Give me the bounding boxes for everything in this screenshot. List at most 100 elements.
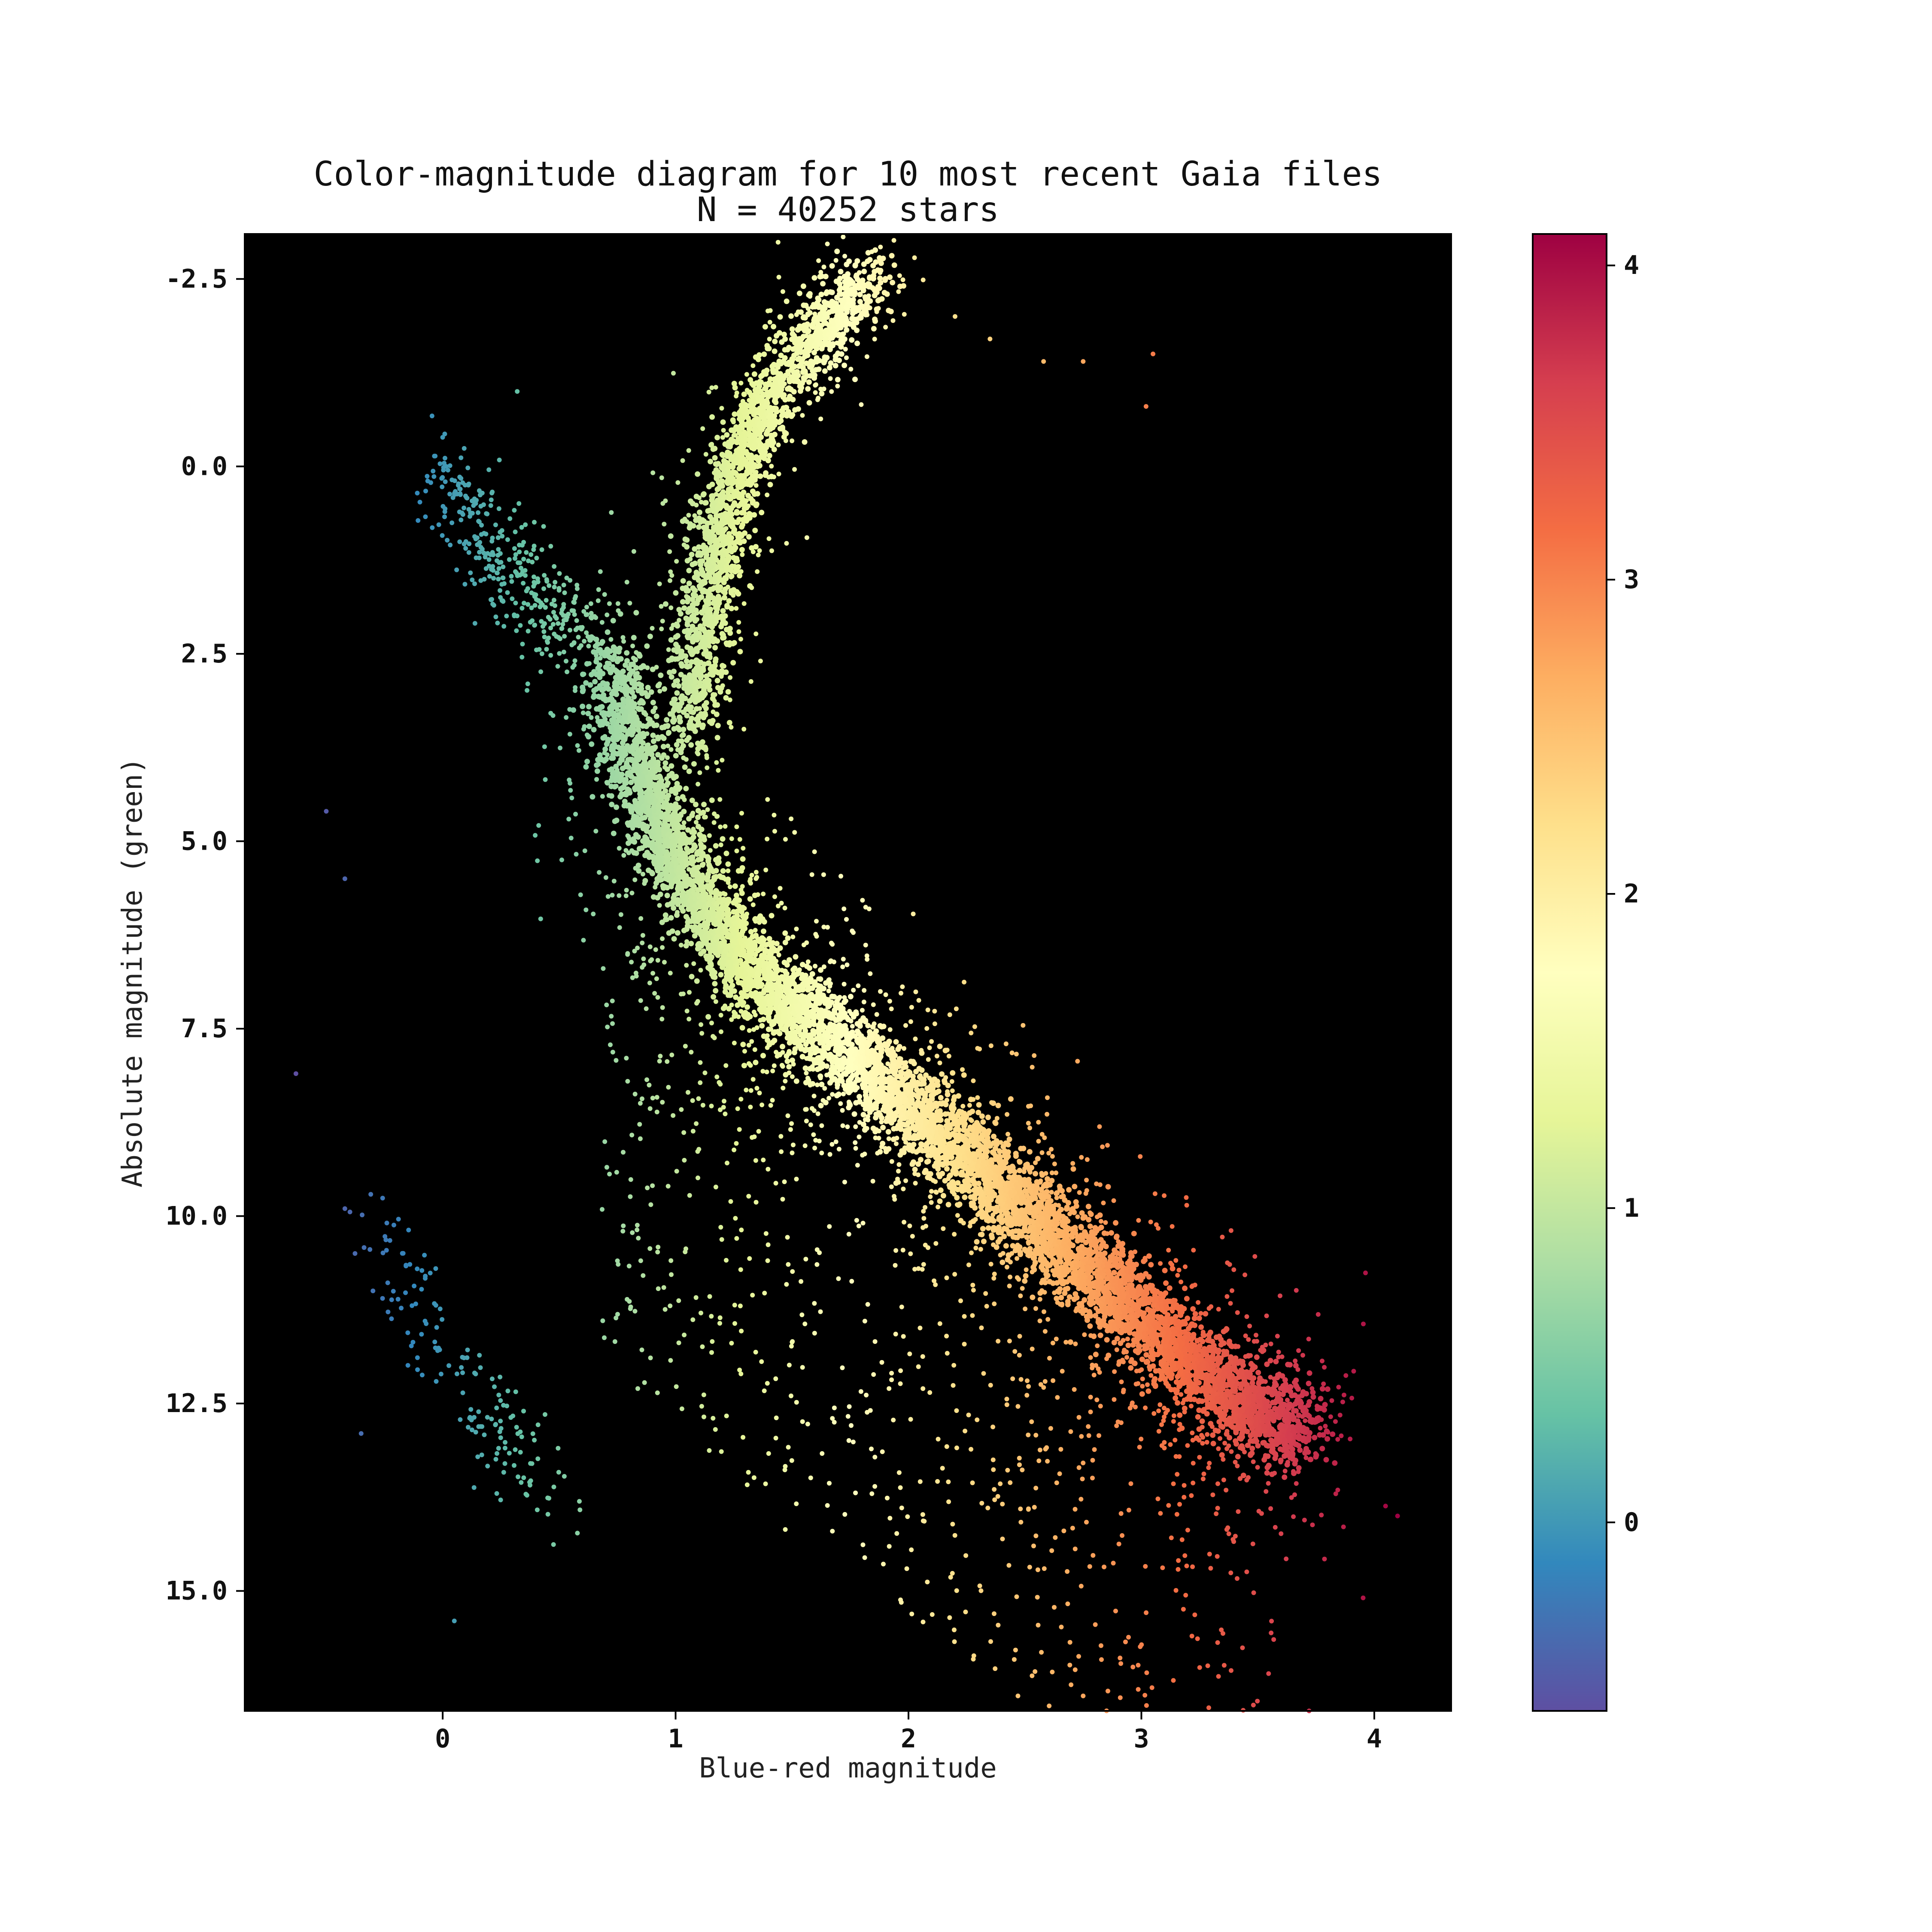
star-point bbox=[1104, 1276, 1110, 1282]
star-point bbox=[1139, 1356, 1145, 1362]
star-point bbox=[1306, 1380, 1312, 1386]
star-point bbox=[668, 802, 674, 808]
star-point bbox=[919, 1067, 925, 1073]
star-point bbox=[759, 1023, 765, 1029]
star-point bbox=[589, 794, 595, 800]
star-point bbox=[782, 930, 788, 936]
star-point bbox=[1064, 1204, 1070, 1210]
star-point bbox=[664, 893, 670, 899]
star-point bbox=[1092, 1313, 1098, 1319]
chart-title: Color-magnitude diagram for 10 most rece… bbox=[314, 155, 1382, 194]
star-point bbox=[584, 759, 590, 765]
star-point bbox=[1216, 1347, 1222, 1353]
star-point bbox=[1163, 1280, 1169, 1286]
star-point bbox=[592, 679, 598, 685]
star-point bbox=[1102, 1313, 1108, 1319]
star-point bbox=[1134, 1275, 1139, 1281]
star-point bbox=[818, 1103, 824, 1109]
star-point bbox=[612, 818, 618, 824]
star-point bbox=[923, 1072, 929, 1078]
star-point bbox=[1282, 1377, 1288, 1383]
star-point bbox=[910, 1073, 916, 1079]
star-point bbox=[1177, 1412, 1183, 1418]
star-point bbox=[691, 884, 697, 890]
star-point bbox=[639, 748, 645, 754]
star-point bbox=[880, 1124, 886, 1130]
star-point bbox=[701, 948, 707, 954]
star-point bbox=[945, 1160, 951, 1166]
star-point bbox=[885, 1129, 891, 1135]
star-point bbox=[665, 853, 671, 859]
star-point bbox=[1290, 1452, 1295, 1458]
star-point bbox=[583, 764, 589, 770]
star-point bbox=[629, 809, 635, 815]
star-point bbox=[973, 1186, 979, 1192]
star-point bbox=[733, 893, 739, 899]
star-point bbox=[955, 1180, 961, 1186]
star-point bbox=[633, 850, 639, 856]
star-point bbox=[585, 711, 591, 717]
star-point bbox=[1319, 1386, 1325, 1392]
star-point bbox=[786, 957, 792, 963]
star-point bbox=[1006, 1136, 1012, 1142]
star-point bbox=[1001, 1233, 1007, 1239]
star-point bbox=[938, 1187, 944, 1193]
star-point bbox=[1027, 1149, 1033, 1155]
star-point bbox=[1105, 1270, 1111, 1276]
star-point bbox=[1101, 1321, 1107, 1327]
star-point bbox=[1199, 1418, 1205, 1424]
star-point bbox=[740, 856, 746, 862]
star-point bbox=[1076, 1285, 1082, 1291]
star-point bbox=[1033, 1171, 1039, 1177]
star-point bbox=[674, 781, 680, 787]
star-point bbox=[991, 1133, 997, 1139]
star-point bbox=[1210, 1432, 1216, 1438]
star-point bbox=[786, 1064, 792, 1070]
star-point bbox=[950, 1070, 956, 1076]
star-point bbox=[1163, 1380, 1169, 1386]
star-point bbox=[650, 699, 656, 705]
star-point bbox=[1111, 1270, 1117, 1276]
star-point bbox=[824, 1063, 830, 1069]
star-point bbox=[940, 1193, 946, 1199]
star-point bbox=[1254, 1354, 1260, 1360]
star-point bbox=[1324, 1436, 1331, 1442]
star-point bbox=[1125, 1343, 1131, 1349]
star-point bbox=[1248, 1452, 1254, 1457]
star-point bbox=[1255, 1370, 1261, 1376]
star-point bbox=[1146, 1253, 1152, 1259]
star-point bbox=[1143, 1352, 1149, 1358]
star-point bbox=[916, 1131, 922, 1137]
star-point bbox=[1324, 1386, 1331, 1392]
star-point bbox=[1306, 1434, 1312, 1440]
star-point bbox=[1264, 1470, 1270, 1476]
star-point bbox=[1216, 1334, 1222, 1340]
star-point bbox=[1073, 1199, 1079, 1205]
star-point bbox=[671, 936, 677, 942]
star-point bbox=[1296, 1443, 1302, 1449]
star-point bbox=[1303, 1446, 1309, 1452]
star-point bbox=[1022, 1246, 1028, 1252]
star-point bbox=[671, 892, 677, 898]
star-point bbox=[623, 662, 629, 668]
star-point bbox=[1023, 1273, 1029, 1279]
star-point bbox=[633, 665, 639, 671]
star-point bbox=[911, 1142, 917, 1148]
star-point bbox=[787, 1040, 793, 1046]
star-point bbox=[1296, 1465, 1302, 1471]
star-point bbox=[860, 1112, 866, 1118]
star-point bbox=[1230, 1424, 1236, 1430]
star-point bbox=[683, 926, 690, 932]
star-point bbox=[891, 1126, 897, 1132]
star-point bbox=[802, 1024, 808, 1030]
star-point bbox=[1175, 1400, 1181, 1406]
star-point bbox=[580, 687, 586, 693]
star-point bbox=[633, 610, 639, 616]
star-point bbox=[1289, 1446, 1295, 1452]
star-point bbox=[713, 988, 719, 994]
star-point bbox=[1003, 1243, 1009, 1249]
star-point bbox=[668, 788, 674, 794]
star-point bbox=[740, 1042, 746, 1048]
star-point bbox=[1051, 1226, 1057, 1232]
star-point bbox=[624, 658, 630, 664]
